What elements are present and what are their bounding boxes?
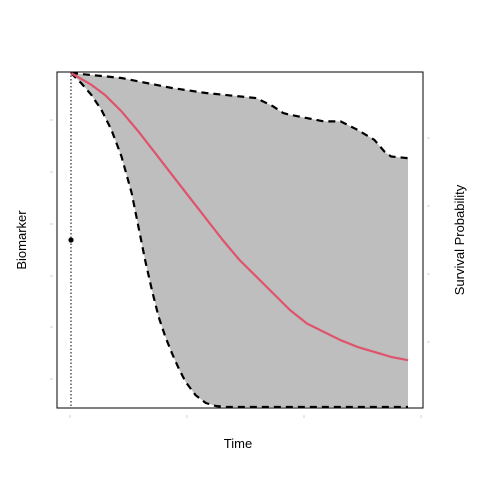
x-axis-label: Time [224,436,252,451]
plot-frame [56,71,424,409]
plot-area [68,71,409,409]
y-axis-label-right: Survival Probability [452,184,467,295]
upper-bound-line [70,71,409,160]
biomarker-point [68,237,74,243]
survival-estimate-line [70,72,409,362]
y-axis-label-left: Biomarker [14,210,29,270]
lower-bound-line [70,72,408,409]
confidence-band [71,73,408,407]
axis-ticks [50,119,430,418]
